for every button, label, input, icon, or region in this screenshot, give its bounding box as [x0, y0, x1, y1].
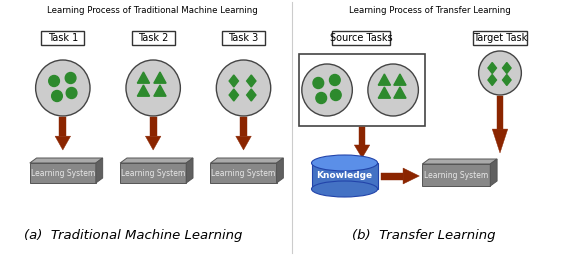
Ellipse shape — [311, 155, 378, 171]
Polygon shape — [488, 75, 496, 85]
Text: Task 1: Task 1 — [48, 33, 78, 43]
Circle shape — [331, 90, 341, 101]
Polygon shape — [277, 158, 283, 183]
Circle shape — [329, 75, 340, 85]
Polygon shape — [30, 163, 96, 183]
Polygon shape — [96, 158, 103, 183]
Polygon shape — [422, 159, 497, 164]
Polygon shape — [145, 136, 161, 150]
Ellipse shape — [311, 181, 378, 197]
Polygon shape — [229, 75, 239, 87]
Polygon shape — [394, 74, 406, 85]
Text: Learning Process of Transfer Learning: Learning Process of Transfer Learning — [349, 6, 511, 15]
Text: Knowledge: Knowledge — [316, 172, 373, 181]
Polygon shape — [403, 168, 419, 184]
Text: Source Tasks: Source Tasks — [330, 33, 392, 43]
Polygon shape — [247, 75, 256, 87]
Polygon shape — [60, 117, 66, 136]
Polygon shape — [311, 163, 378, 189]
Polygon shape — [30, 158, 103, 163]
Polygon shape — [120, 158, 193, 163]
Circle shape — [52, 91, 62, 101]
Circle shape — [302, 64, 352, 116]
Circle shape — [66, 87, 77, 99]
Circle shape — [479, 51, 521, 95]
Circle shape — [36, 60, 90, 116]
Polygon shape — [354, 145, 370, 158]
Polygon shape — [229, 89, 239, 101]
Text: Learning System: Learning System — [211, 168, 275, 178]
Circle shape — [368, 64, 419, 116]
Polygon shape — [55, 136, 70, 150]
Text: (b)  Transfer Learning: (b) Transfer Learning — [353, 230, 496, 243]
Polygon shape — [492, 129, 508, 153]
Circle shape — [313, 77, 324, 88]
Polygon shape — [186, 158, 193, 183]
FancyBboxPatch shape — [222, 31, 265, 45]
FancyBboxPatch shape — [299, 54, 425, 126]
Polygon shape — [503, 75, 511, 85]
Polygon shape — [503, 62, 511, 74]
Circle shape — [49, 76, 60, 86]
Polygon shape — [150, 117, 157, 136]
Polygon shape — [378, 74, 391, 85]
Polygon shape — [496, 96, 503, 129]
Polygon shape — [488, 62, 496, 74]
Polygon shape — [154, 85, 166, 96]
Circle shape — [65, 72, 76, 84]
Polygon shape — [394, 87, 406, 98]
FancyBboxPatch shape — [132, 31, 174, 45]
Circle shape — [216, 60, 271, 116]
FancyBboxPatch shape — [473, 31, 527, 45]
Text: Learning Process of Traditional Machine Learning: Learning Process of Traditional Machine … — [47, 6, 257, 15]
Polygon shape — [247, 89, 256, 101]
Polygon shape — [137, 85, 149, 96]
Polygon shape — [137, 72, 149, 83]
Text: Task 2: Task 2 — [138, 33, 168, 43]
Polygon shape — [358, 127, 365, 145]
Text: Learning System: Learning System — [424, 171, 488, 180]
Polygon shape — [240, 117, 247, 136]
Polygon shape — [378, 87, 391, 98]
Text: Target Task: Target Task — [473, 33, 527, 43]
Polygon shape — [211, 163, 277, 183]
Polygon shape — [236, 136, 251, 150]
Circle shape — [316, 93, 327, 103]
FancyBboxPatch shape — [41, 31, 84, 45]
Polygon shape — [120, 163, 186, 183]
Polygon shape — [154, 72, 166, 83]
Text: Learning System: Learning System — [31, 168, 95, 178]
FancyBboxPatch shape — [332, 31, 390, 45]
Polygon shape — [422, 164, 490, 186]
Text: (a)  Traditional Machine Learning: (a) Traditional Machine Learning — [24, 230, 242, 243]
Text: Learning System: Learning System — [121, 168, 185, 178]
Polygon shape — [490, 159, 497, 186]
Circle shape — [126, 60, 181, 116]
Polygon shape — [211, 158, 283, 163]
Polygon shape — [381, 173, 403, 180]
Text: Task 3: Task 3 — [228, 33, 258, 43]
